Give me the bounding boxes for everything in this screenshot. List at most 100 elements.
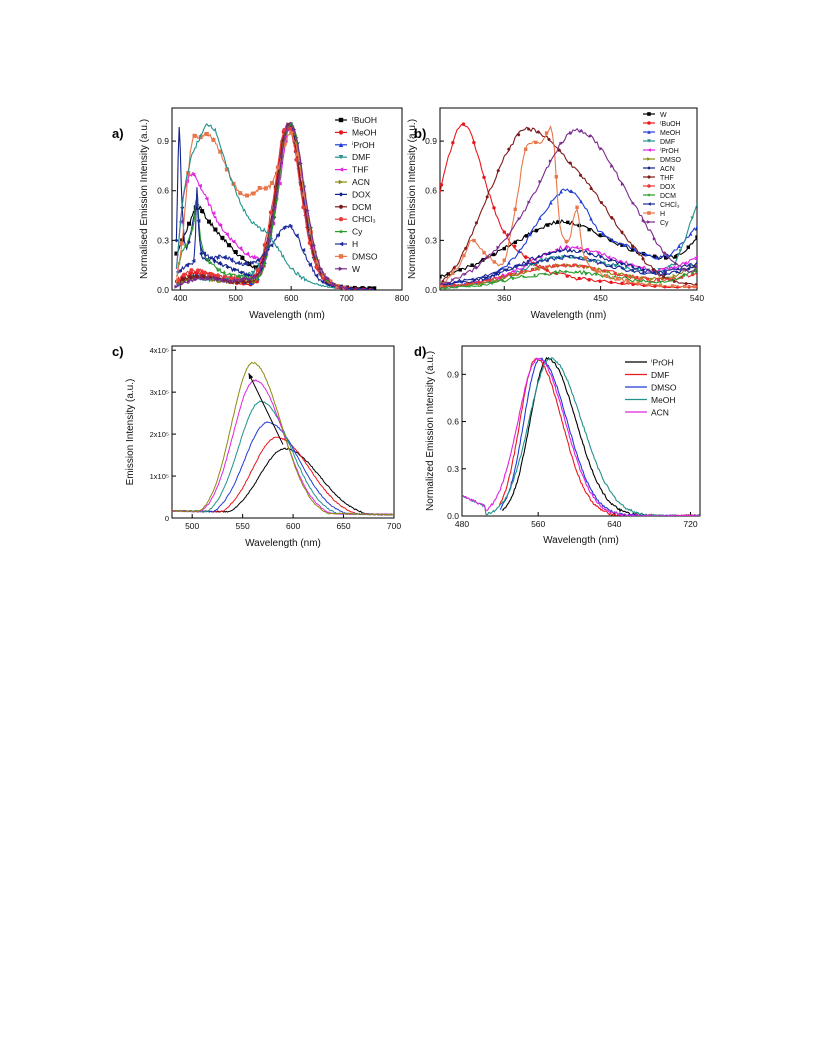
series-marker — [663, 256, 668, 260]
series-line — [440, 267, 697, 290]
series-marker — [658, 283, 663, 288]
series-marker — [670, 284, 675, 288]
y-tick-label: 0.6 — [425, 186, 437, 196]
legend-label: MeOH — [660, 130, 680, 137]
series-marker — [562, 263, 566, 267]
series-marker — [222, 254, 227, 259]
series-marker — [282, 128, 287, 133]
series-marker — [667, 265, 672, 269]
series-marker — [218, 261, 223, 266]
series-marker — [511, 276, 515, 281]
series-marker — [338, 192, 344, 197]
series-marker — [547, 251, 552, 255]
legend-label: DMF — [651, 370, 669, 380]
series-marker — [513, 207, 517, 211]
series-marker — [363, 287, 368, 290]
series-marker — [513, 265, 517, 269]
series-marker — [613, 271, 617, 276]
series-marker — [302, 192, 307, 197]
series-marker — [458, 268, 462, 272]
series-marker — [568, 248, 572, 252]
series-marker — [516, 133, 521, 137]
series-marker — [279, 155, 284, 160]
series-marker — [675, 270, 679, 274]
series-marker — [178, 268, 183, 273]
series-marker — [548, 159, 553, 163]
series-marker — [338, 117, 344, 123]
series-marker — [672, 279, 677, 283]
series-marker — [620, 243, 624, 247]
series-marker — [566, 255, 571, 259]
series-marker — [639, 276, 644, 280]
x-tick-label: 500 — [229, 293, 243, 303]
series-marker — [535, 260, 539, 264]
series-marker — [498, 275, 503, 280]
series-marker — [235, 260, 240, 265]
series-marker — [556, 256, 561, 260]
series-marker — [249, 281, 254, 286]
series-marker — [546, 223, 550, 227]
series-marker — [598, 261, 602, 265]
legend-label: MeOH — [651, 395, 676, 405]
series-marker — [559, 141, 563, 146]
series-marker — [654, 255, 659, 260]
series-marker — [440, 282, 445, 286]
series-marker — [211, 137, 216, 142]
legend-label: CHCl₃ — [660, 202, 680, 209]
series-marker — [647, 157, 651, 161]
series-marker — [584, 271, 588, 275]
series-marker — [579, 199, 583, 204]
legend-label: ⁱPrOH — [352, 140, 375, 150]
series-marker — [524, 262, 528, 266]
series-marker — [692, 284, 697, 289]
series-marker — [530, 267, 535, 272]
series-marker — [338, 204, 344, 209]
series-marker — [298, 161, 303, 166]
series-marker — [538, 216, 542, 220]
series-marker — [558, 249, 562, 253]
series-marker — [174, 284, 179, 289]
series-line — [175, 121, 348, 290]
y-tick-label: 0.0 — [447, 511, 459, 521]
series-marker — [485, 276, 490, 280]
x-axis-title: Wavelength (nm) — [249, 310, 325, 321]
series-marker — [599, 201, 604, 205]
x-axis-title: Wavelength (nm) — [245, 538, 321, 549]
series-marker — [338, 254, 344, 259]
series-marker — [647, 211, 651, 215]
series-marker — [191, 258, 196, 263]
legend-label: ⁱPrOH — [651, 358, 674, 368]
series-marker — [620, 281, 624, 286]
legend-label: Cy — [352, 227, 363, 237]
series-marker — [663, 251, 667, 256]
series-marker — [338, 167, 344, 172]
series-marker — [652, 237, 657, 241]
series-marker — [215, 267, 220, 271]
series-marker — [609, 264, 613, 268]
series-marker — [174, 238, 179, 243]
legend-label: CHCl₃ — [352, 214, 376, 224]
legend: ᵗBuOH MeOH ⁱPrOH DMF THF ACN DOX DCM CHCl₃ Cy H DMS… — [335, 115, 378, 274]
series-marker — [269, 243, 274, 248]
legend-label: W — [352, 264, 360, 274]
series-marker — [689, 232, 693, 236]
series-marker — [626, 279, 630, 284]
series-marker — [671, 265, 676, 270]
series-path — [175, 124, 348, 290]
series-marker — [257, 185, 262, 190]
series-marker — [647, 121, 651, 125]
series-marker — [287, 122, 293, 127]
series-marker — [174, 251, 179, 256]
series-marker — [631, 248, 635, 252]
series-marker — [227, 278, 232, 283]
series-marker — [636, 281, 640, 285]
series-marker — [626, 277, 631, 282]
series-marker — [308, 230, 313, 235]
series-marker — [255, 258, 260, 263]
series-marker — [255, 268, 260, 273]
series-marker — [307, 262, 312, 267]
series-marker — [673, 255, 678, 259]
series-marker — [188, 275, 193, 279]
series-marker — [594, 272, 598, 276]
series-marker — [526, 127, 531, 131]
